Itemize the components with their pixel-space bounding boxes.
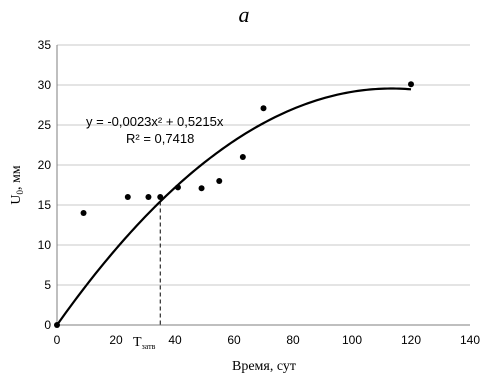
y-axis-label-main: U xyxy=(9,195,24,205)
y-axis-label: U0, мм xyxy=(9,165,25,204)
y-tick-label: 15 xyxy=(38,198,52,212)
x-axis-label: Время, сут xyxy=(232,359,296,374)
data-point xyxy=(216,178,223,184)
data-point xyxy=(157,194,164,200)
annotation-label-main: T xyxy=(133,335,142,350)
y-tick-label: 20 xyxy=(38,158,52,172)
data-point xyxy=(54,322,60,328)
trend-equation: y = -0,0023x² + 0,5215x xyxy=(86,114,224,129)
data-point xyxy=(174,184,181,191)
panel-label: а xyxy=(239,2,250,27)
data-point xyxy=(408,81,414,88)
x-tick-label: 80 xyxy=(286,333,300,347)
data-point xyxy=(260,105,267,112)
gridlines xyxy=(57,44,470,286)
data-points xyxy=(54,81,414,328)
data-point xyxy=(239,154,246,160)
data-point xyxy=(198,185,205,192)
x-tick-label: 120 xyxy=(401,333,421,347)
x-tick-label: 100 xyxy=(342,333,362,347)
y-axis-label-unit: , мм xyxy=(9,165,24,190)
data-point xyxy=(145,194,152,200)
y-tick-label: 35 xyxy=(38,38,52,52)
annotation-label-sub: затв xyxy=(142,342,156,351)
y-tick-label: 5 xyxy=(44,278,51,292)
x-tick-label: 60 xyxy=(227,333,241,347)
x-tick-label: 40 xyxy=(168,333,182,347)
trendline xyxy=(56,87,412,326)
y-tick-label: 25 xyxy=(38,118,52,132)
data-point xyxy=(124,194,131,200)
plot-area: 0 5 10 15 20 25 30 35 0 20 40 60 80 100 120 140 xyxy=(38,38,481,347)
y-tick-labels: 0 5 10 15 20 25 30 35 xyxy=(38,38,52,332)
x-tick-label: 0 xyxy=(54,333,61,347)
y-axis-label-sub: 0 xyxy=(15,190,25,195)
annotation-label: Tзатв xyxy=(133,335,156,351)
x-tick-labels: 0 20 40 60 80 100 120 140 xyxy=(54,333,481,347)
y-tick-label: 10 xyxy=(38,238,52,252)
x-tick-label: 140 xyxy=(460,333,480,347)
y-tick-label: 0 xyxy=(44,318,51,332)
r-squared: R² = 0,7418 xyxy=(126,131,194,146)
data-point xyxy=(80,210,87,216)
y-tick-label: 30 xyxy=(38,78,52,92)
x-tick-label: 20 xyxy=(109,333,123,347)
